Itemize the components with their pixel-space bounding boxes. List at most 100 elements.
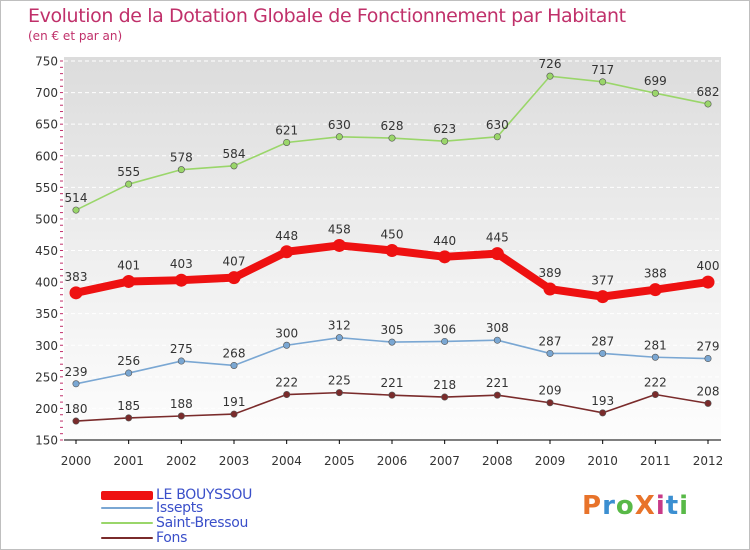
data-label-le-bouyssou: 440 <box>433 234 456 248</box>
data-label-fons: 208 <box>697 384 720 398</box>
data-label-le-bouyssou: 389 <box>539 266 562 280</box>
legend-label-fons: Fons <box>156 530 188 546</box>
legend-swatch-fons <box>101 537 153 539</box>
data-point-saint-bressou <box>651 89 659 97</box>
data-point-fons <box>599 409 607 417</box>
x-tick-label: 2008 <box>482 454 513 468</box>
legend-label-saint-bressou: Saint-Bressou <box>156 515 249 531</box>
data-label-fons: 180 <box>65 402 88 416</box>
data-point-le-bouyssou <box>122 274 136 288</box>
data-label-issepts: 268 <box>223 346 246 360</box>
data-label-fons: 191 <box>223 395 246 409</box>
x-tick-label: 2011 <box>640 454 671 468</box>
data-label-saint-bressou: 682 <box>697 85 720 99</box>
data-label-saint-bressou: 630 <box>486 118 509 132</box>
data-point-issepts <box>546 349 554 357</box>
data-point-fons <box>546 399 554 407</box>
data-label-issepts: 300 <box>275 326 298 340</box>
logo-letter: o <box>615 491 635 521</box>
data-point-saint-bressou <box>230 162 238 170</box>
data-point-saint-bressou <box>704 100 712 108</box>
data-point-fons <box>125 414 133 422</box>
data-label-issepts: 239 <box>65 365 88 379</box>
data-label-fons: 218 <box>433 378 456 392</box>
data-point-issepts <box>651 353 659 361</box>
data-label-saint-bressou: 630 <box>328 118 351 132</box>
data-point-issepts <box>230 361 238 369</box>
legend-item-le-bouyssou: LE BOUYSSOU <box>101 487 252 503</box>
data-label-issepts: 279 <box>697 340 720 354</box>
x-tick-label: 2006 <box>377 454 408 468</box>
legend-swatch-issepts <box>101 507 153 509</box>
data-point-le-bouyssou <box>385 244 399 257</box>
data-point-saint-bressou <box>283 138 291 146</box>
data-label-fons: 221 <box>381 376 404 390</box>
y-tick-label: 500 <box>35 212 58 226</box>
data-label-issepts: 275 <box>170 342 193 356</box>
data-label-fons: 188 <box>170 397 193 411</box>
data-label-le-bouyssou: 377 <box>591 274 614 288</box>
legend-swatch-saint-bressou <box>101 522 153 524</box>
chart-title: Evolution de la Dotation Globale de Fonc… <box>28 5 626 27</box>
data-point-le-bouyssou <box>280 245 294 259</box>
logo-letter: i <box>679 491 690 521</box>
data-label-le-bouyssou: 383 <box>65 270 88 284</box>
data-point-saint-bressou <box>335 133 343 141</box>
data-point-issepts <box>441 337 449 345</box>
data-label-saint-bressou: 717 <box>591 63 614 77</box>
data-point-fons <box>388 391 396 399</box>
data-point-issepts <box>704 355 712 363</box>
data-label-fons: 222 <box>644 376 667 390</box>
legend-label-le-bouyssou: LE BOUYSSOU <box>156 487 253 503</box>
x-tick-label: 2003 <box>219 454 250 468</box>
data-point-fons <box>704 399 712 407</box>
data-point-issepts <box>335 334 343 342</box>
legend-label-issepts: Issepts <box>156 500 203 516</box>
data-label-saint-bressou: 621 <box>275 123 298 137</box>
data-point-issepts <box>388 338 396 346</box>
data-point-le-bouyssou <box>174 273 188 287</box>
x-tick-label: 2004 <box>271 454 302 468</box>
data-point-issepts <box>72 380 80 388</box>
data-point-fons <box>72 417 80 425</box>
data-point-issepts <box>283 341 291 349</box>
data-point-saint-bressou <box>72 206 80 214</box>
data-label-fons: 222 <box>275 376 298 390</box>
x-tick-label: 2009 <box>535 454 566 468</box>
data-point-fons <box>651 391 659 399</box>
data-point-saint-bressou <box>546 72 554 80</box>
data-label-le-bouyssou: 403 <box>170 257 193 271</box>
data-label-saint-bressou: 584 <box>223 147 246 161</box>
data-point-le-bouyssou <box>596 290 610 304</box>
data-label-saint-bressou: 514 <box>65 191 88 205</box>
data-label-le-bouyssou: 458 <box>328 222 351 236</box>
data-label-le-bouyssou: 388 <box>644 267 667 281</box>
data-point-fons <box>230 410 238 418</box>
data-point-fons <box>177 412 185 420</box>
y-tick-label: 150 <box>35 434 58 448</box>
data-label-issepts: 306 <box>433 322 456 336</box>
x-tick-label: 2010 <box>587 454 618 468</box>
data-point-saint-bressou <box>441 137 449 145</box>
data-point-le-bouyssou <box>648 283 662 297</box>
data-label-fons: 185 <box>117 399 140 413</box>
y-tick-label: 300 <box>35 339 58 353</box>
data-label-le-bouyssou: 401 <box>117 258 140 272</box>
data-label-le-bouyssou: 445 <box>486 231 509 245</box>
data-label-fons: 225 <box>328 374 351 388</box>
y-tick-label: 600 <box>35 149 58 163</box>
data-point-fons <box>283 391 291 399</box>
y-tick-label: 250 <box>35 370 58 384</box>
x-tick-label: 2000 <box>61 454 92 468</box>
data-label-issepts: 312 <box>328 319 351 333</box>
data-point-le-bouyssou <box>227 271 241 285</box>
data-point-issepts <box>599 349 607 357</box>
data-label-issepts: 308 <box>486 321 509 335</box>
legend-item-fons: Fons <box>101 530 187 546</box>
data-label-saint-bressou: 623 <box>433 122 456 136</box>
data-label-issepts: 287 <box>539 334 562 348</box>
x-tick-label: 2012 <box>693 454 724 468</box>
y-tick-label: 400 <box>35 276 58 290</box>
data-label-le-bouyssou: 400 <box>697 259 720 273</box>
data-point-saint-bressou <box>388 134 396 142</box>
